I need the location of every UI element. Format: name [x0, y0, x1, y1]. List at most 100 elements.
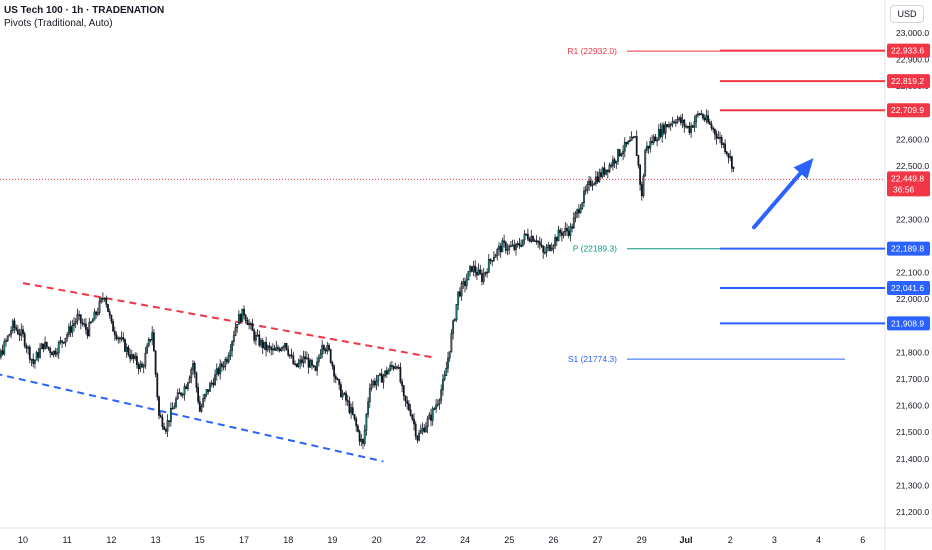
candle-body — [443, 375, 446, 380]
candle-body — [27, 346, 30, 349]
candle-body — [725, 151, 728, 155]
candle-body — [440, 389, 443, 401]
candle-body — [74, 320, 77, 324]
candle-body — [54, 350, 57, 355]
candle-body — [611, 159, 614, 167]
candle-body — [256, 334, 259, 337]
candle-body — [645, 145, 648, 151]
candle-body — [83, 323, 86, 326]
candle-body — [278, 348, 281, 352]
candle-body — [322, 345, 325, 350]
candle-body — [426, 418, 429, 428]
candle-body — [292, 355, 295, 365]
candle-body — [168, 420, 171, 422]
candle-body — [307, 357, 310, 368]
candle-body — [328, 345, 330, 350]
price-tag-label: 22,709.9 — [891, 105, 924, 115]
chart-header: US Tech 100 · 1h · TRADENATION Pivots (T… — [4, 4, 164, 30]
candle-body — [32, 358, 35, 364]
candle-body — [550, 248, 553, 251]
candle-body — [158, 396, 160, 416]
candle-body — [3, 341, 6, 355]
candle-body — [452, 320, 455, 334]
candle-body — [314, 366, 317, 371]
candle-body — [96, 312, 99, 315]
candle-body — [464, 281, 466, 287]
candle-body — [217, 368, 220, 375]
candle-body — [166, 420, 169, 432]
candle-body — [147, 339, 150, 347]
candle-body — [329, 349, 332, 363]
candle-body — [290, 354, 293, 357]
candle-body — [260, 340, 262, 346]
candle-body — [508, 245, 511, 250]
candle-body — [212, 382, 215, 386]
candle-body — [311, 360, 313, 366]
candle-body — [81, 322, 84, 325]
candle-body — [261, 340, 264, 349]
candle-body — [200, 405, 203, 412]
candle-body — [40, 343, 43, 350]
candle-body — [93, 311, 96, 321]
candle-body — [402, 385, 405, 397]
candle-body — [164, 429, 167, 432]
candle-body — [494, 254, 497, 258]
candle-body — [424, 426, 427, 433]
candle-body — [431, 408, 434, 421]
candle-body — [380, 373, 383, 383]
candle-body — [579, 207, 582, 214]
candle-body — [649, 141, 652, 149]
candle-body — [547, 244, 550, 249]
candle-body — [489, 259, 492, 261]
candle-body — [52, 350, 55, 356]
candle-body — [23, 333, 26, 347]
candle-body — [59, 340, 62, 344]
candle-body — [413, 418, 415, 425]
candle-body — [484, 271, 487, 275]
candle-body — [509, 245, 512, 248]
candle-body — [702, 114, 704, 119]
candle-body — [693, 121, 696, 128]
candle-body — [15, 327, 18, 331]
candle-body — [105, 297, 108, 305]
price-tag-bg — [887, 281, 930, 296]
candle-body — [266, 345, 269, 351]
candle-body — [377, 374, 380, 382]
candle-body — [491, 260, 494, 262]
candle-body — [673, 121, 676, 124]
candle-body — [472, 265, 475, 272]
candle-body — [542, 246, 545, 253]
candle-body — [345, 392, 347, 401]
candle-body — [430, 414, 432, 421]
candle-body — [163, 426, 166, 430]
candle-body — [625, 141, 628, 145]
candle-body — [584, 189, 587, 192]
candle-body — [605, 169, 608, 175]
candle-body — [56, 352, 58, 355]
indicator-label: Pivots (Traditional, Auto) — [4, 18, 113, 29]
candle-body — [171, 407, 174, 410]
candle-body — [238, 314, 240, 325]
candle-body — [112, 321, 115, 332]
candle-body — [418, 432, 421, 441]
candle-body — [414, 423, 417, 437]
candle-body — [533, 240, 536, 243]
candle-body — [515, 243, 517, 250]
candle-body — [258, 334, 261, 346]
candle-body — [170, 407, 172, 422]
candle-body — [487, 259, 490, 273]
candle-body — [526, 233, 529, 240]
candle-body — [639, 164, 642, 185]
candle-body — [358, 431, 361, 442]
candle-body — [608, 164, 611, 173]
y-tick-label: 22,100.0 — [896, 268, 929, 278]
candle-body — [333, 365, 336, 377]
candle-body — [368, 388, 371, 403]
candle-body — [482, 273, 485, 282]
candle-body — [124, 339, 126, 352]
candle-body — [39, 348, 41, 358]
candle-body — [78, 314, 81, 316]
currency-button[interactable]: USD — [890, 5, 924, 23]
candle-body — [715, 133, 718, 139]
